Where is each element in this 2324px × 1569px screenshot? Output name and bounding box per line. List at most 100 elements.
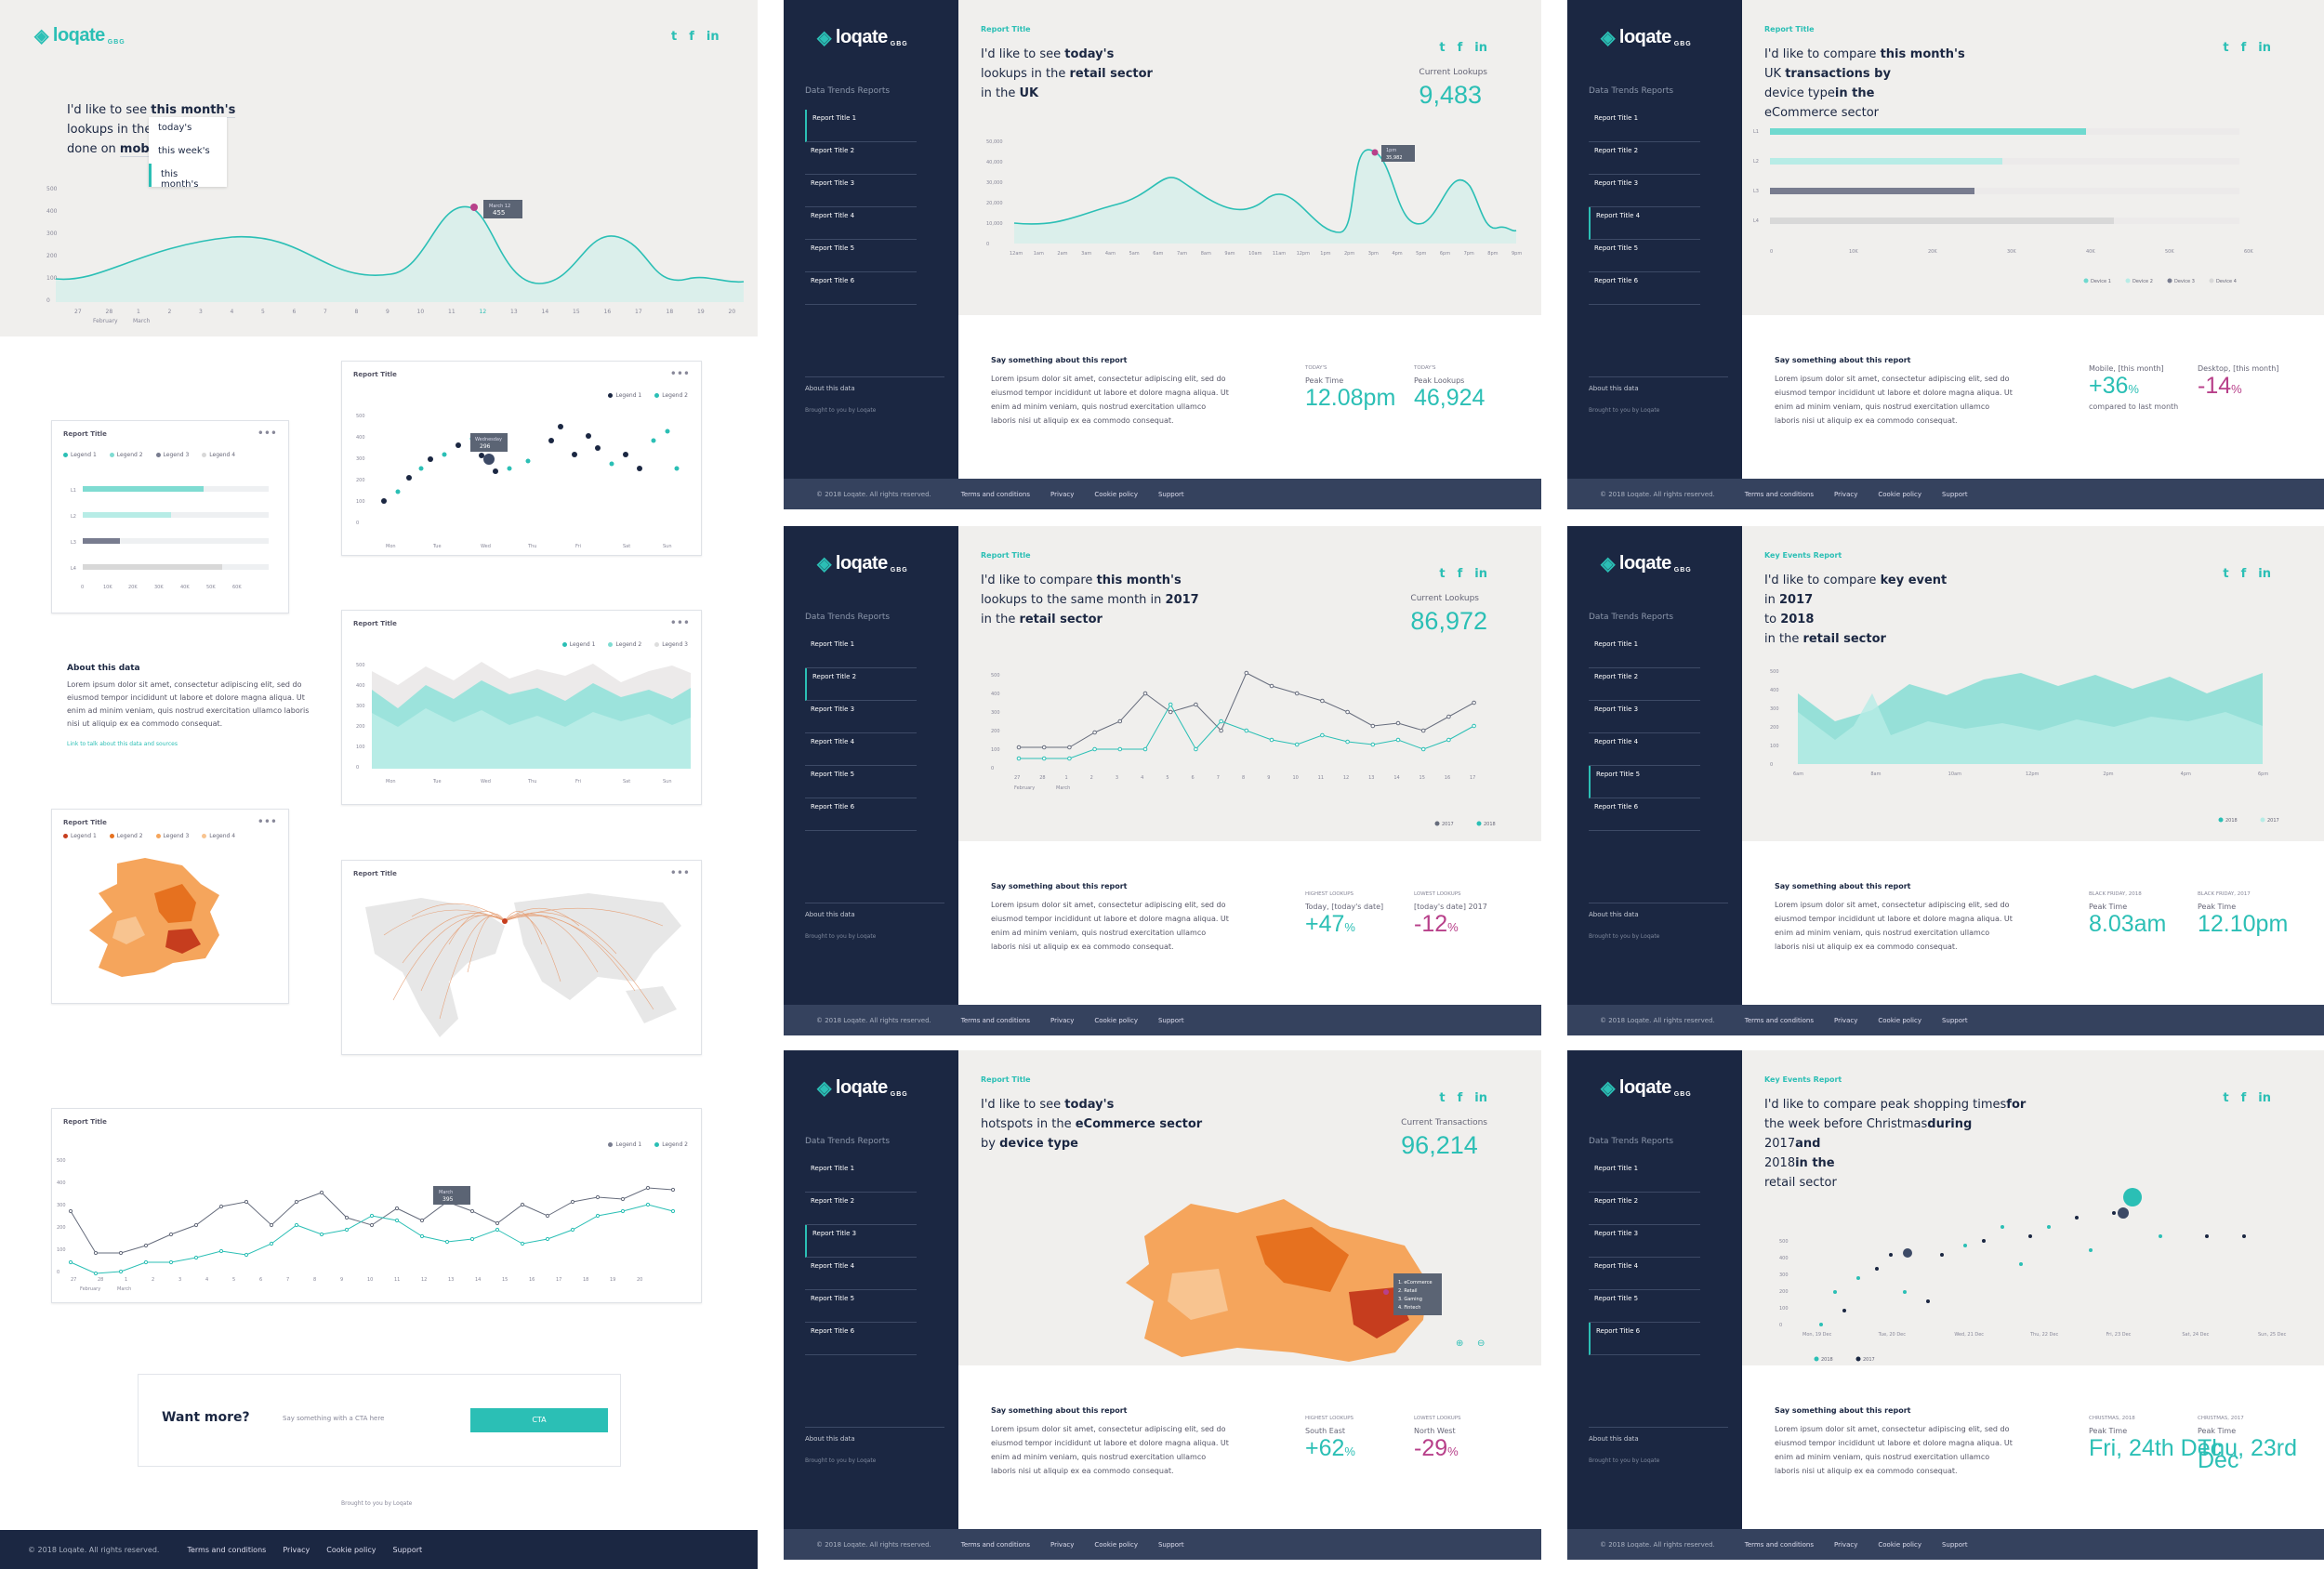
linkedin-icon[interactable]: in <box>1474 1091 1487 1105</box>
scatter-point[interactable] <box>507 466 512 471</box>
sidebar-item[interactable]: Report Title 5 <box>1589 1290 1700 1323</box>
line-point[interactable] <box>444 1239 450 1245</box>
line-point[interactable] <box>1395 720 1401 726</box>
scatter-point[interactable] <box>2075 1216 2079 1220</box>
scatter-point[interactable] <box>479 453 484 458</box>
scatter-point[interactable] <box>674 466 680 471</box>
facebook-icon[interactable]: f <box>689 30 694 44</box>
scatter-point[interactable] <box>381 498 387 504</box>
sidebar-item[interactable]: Report Title 2 <box>805 1193 917 1225</box>
footer-link-terms[interactable]: Terms and conditions <box>960 490 1031 498</box>
scatter-point-peak[interactable] <box>2123 1188 2142 1206</box>
footer-link-cookies[interactable]: Cookie policy <box>1878 1540 1921 1549</box>
q-option[interactable]: in the <box>1834 86 1875 100</box>
sidebar-item[interactable]: Report Title 6 <box>1589 272 1700 305</box>
line-point[interactable] <box>1142 746 1148 752</box>
q-option[interactable]: 2018 <box>1780 613 1815 626</box>
line-point[interactable] <box>645 1202 651 1207</box>
line-point[interactable] <box>1244 670 1249 676</box>
facebook-icon[interactable]: f <box>1457 567 1463 581</box>
footer-link-terms[interactable]: Terms and conditions <box>1744 490 1815 498</box>
linkedin-icon[interactable]: in <box>706 30 720 44</box>
line-point[interactable] <box>118 1250 124 1256</box>
scatter-point[interactable] <box>418 466 424 471</box>
line-point[interactable] <box>1269 683 1274 689</box>
zoom-in-icon[interactable]: ⊕ <box>1456 1338 1463 1349</box>
line-point[interactable] <box>1345 709 1350 715</box>
scatter-point[interactable] <box>1903 1248 1912 1258</box>
twitter-icon[interactable]: t <box>1439 41 1446 55</box>
scatter-point[interactable] <box>595 445 601 451</box>
zoom-out-icon[interactable]: ⊖ <box>1477 1338 1485 1349</box>
scatter-point[interactable] <box>493 468 498 474</box>
scatter-point[interactable] <box>395 489 401 494</box>
footer-link-privacy[interactable]: Privacy <box>1834 490 1858 498</box>
scatter-point[interactable] <box>1903 1290 1907 1294</box>
line-point[interactable] <box>369 1222 375 1228</box>
scatter-point[interactable] <box>623 452 628 457</box>
line-point[interactable] <box>1269 737 1274 743</box>
brand-logo[interactable]: ◈ loqate GBG <box>1601 552 1692 575</box>
footer-link-cookies[interactable]: Cookie policy <box>326 1545 376 1554</box>
scatter-point[interactable] <box>1842 1309 1846 1312</box>
scatter-point[interactable] <box>665 429 670 434</box>
scatter-point[interactable] <box>1963 1244 1967 1247</box>
line-point[interactable] <box>1370 723 1376 729</box>
line-point[interactable] <box>294 1222 299 1228</box>
line-point[interactable] <box>645 1185 651 1191</box>
brand-logo[interactable]: ◈ loqate GBG <box>817 1076 908 1100</box>
footer-link-privacy[interactable]: Privacy <box>1050 490 1075 498</box>
line-point[interactable] <box>1041 745 1047 750</box>
twitter-icon[interactable]: t <box>2223 41 2229 55</box>
dropdown-option-selected[interactable]: this month's <box>149 164 227 190</box>
dropdown-option[interactable]: this week's <box>158 146 210 156</box>
brand-logo[interactable]: ◈ loqate GBG <box>817 26 908 49</box>
line-point[interactable] <box>620 1196 626 1202</box>
period-dropdown[interactable]: today's this week's this month's <box>149 117 227 190</box>
scatter-point[interactable] <box>609 461 614 467</box>
sidebar-item[interactable]: Report Title 5 <box>805 766 917 798</box>
footer-link-support[interactable]: Support <box>392 1545 423 1554</box>
scatter-point[interactable] <box>586 433 591 439</box>
scatter-point[interactable] <box>2205 1234 2209 1238</box>
line-point[interactable] <box>1016 756 1022 761</box>
sidebar-item[interactable]: Report Title 4 <box>805 1258 917 1290</box>
q-option[interactable]: mobi <box>119 142 154 157</box>
sidebar-item[interactable]: Report Title 6 <box>1589 798 1700 831</box>
sidebar-item[interactable]: Report Title 2 <box>1589 142 1700 175</box>
scatter-point[interactable] <box>2242 1234 2246 1238</box>
line-point[interactable] <box>1472 700 1476 705</box>
line-point[interactable] <box>394 1206 400 1211</box>
cta-button[interactable]: CTA <box>470 1408 608 1432</box>
q-option[interactable]: key event <box>1880 574 1948 587</box>
footer-link-cookies[interactable]: Cookie policy <box>1094 1016 1138 1024</box>
line-point[interactable] <box>620 1208 626 1214</box>
facebook-icon[interactable]: f <box>2240 567 2247 581</box>
footer-link-privacy[interactable]: Privacy <box>283 1545 310 1554</box>
footer-link-support[interactable]: Support <box>1941 490 1968 498</box>
sidebar-item[interactable]: Report Title 1 <box>805 110 917 142</box>
sidebar-item[interactable]: Report Title 3 <box>805 701 917 733</box>
line-point[interactable] <box>1067 745 1072 750</box>
brand-logo[interactable]: ◈ loqate GBG <box>1601 1076 1692 1100</box>
q-option[interactable]: for <box>2006 1098 2027 1112</box>
line-point[interactable] <box>595 1213 601 1219</box>
line-point[interactable] <box>670 1208 676 1214</box>
line-point[interactable] <box>269 1222 274 1228</box>
line-point[interactable] <box>1194 702 1198 707</box>
footer-link-terms[interactable]: Terms and conditions <box>187 1545 267 1554</box>
line-point[interactable] <box>1446 737 1451 743</box>
brand-logo[interactable]: ◈ loqate GBG <box>1601 26 1692 49</box>
q-option[interactable]: this month's <box>1096 574 1182 587</box>
q-option[interactable]: today's <box>1064 1098 1115 1112</box>
brand-logo[interactable]: ◈ loqate GBG <box>817 552 908 575</box>
linkedin-icon[interactable]: in <box>1474 567 1487 581</box>
line-point[interactable] <box>1420 728 1426 733</box>
line-point[interactable] <box>143 1259 149 1265</box>
scatter-point[interactable] <box>1819 1323 1823 1326</box>
line-point[interactable] <box>68 1208 73 1214</box>
line-point[interactable] <box>1294 691 1300 696</box>
scatter-point[interactable] <box>2159 1234 2162 1238</box>
sidebar-item[interactable]: Report Title 2 <box>1589 1193 1700 1225</box>
q-option[interactable]: retail sector <box>1069 67 1153 81</box>
